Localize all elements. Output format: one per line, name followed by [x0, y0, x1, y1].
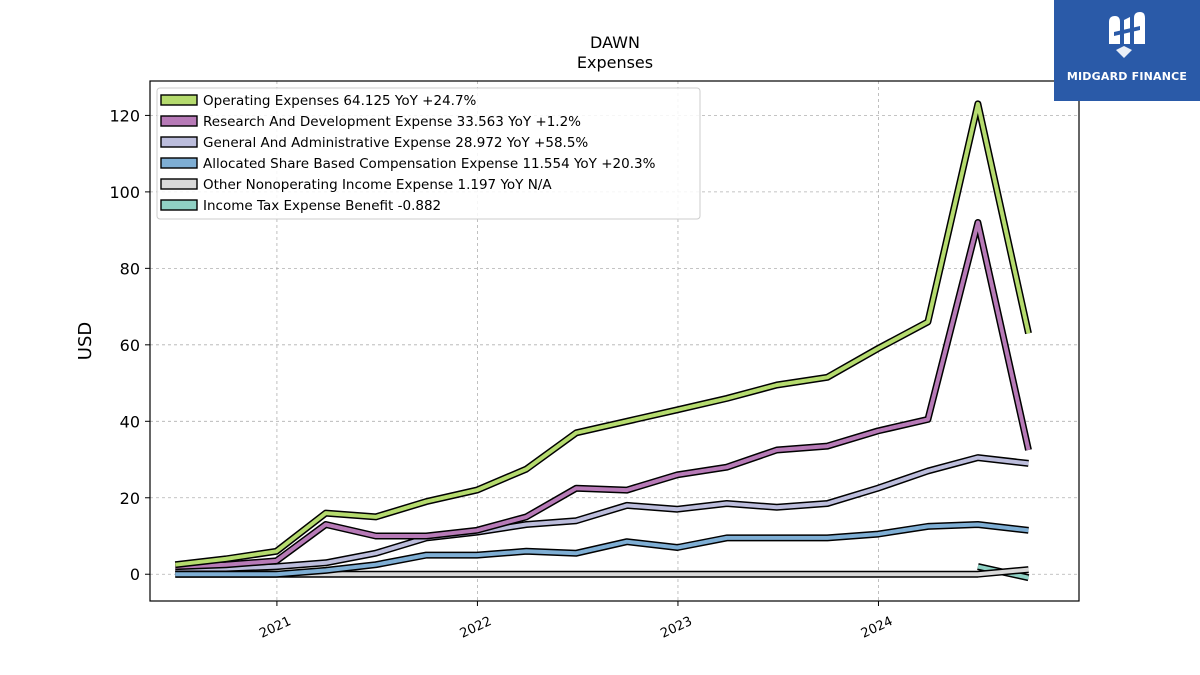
legend-swatch [160, 157, 198, 169]
y-tick-label: 60 [120, 336, 140, 355]
y-tick-label: 120 [109, 106, 140, 125]
legend-label: Research And Development Expense 33.563 … [203, 114, 581, 130]
axes: 0 20 40 60 80 100 120 2021 2022 2023 2024 [109, 106, 895, 641]
legend-box [156, 87, 701, 220]
legend: Operating Expenses 64.125 YoY +24.7% Rese… [156, 87, 701, 220]
x-tick-label: 2021 [257, 614, 293, 642]
y-tick-label: 80 [120, 259, 140, 278]
legend-swatch [160, 136, 198, 148]
plot-frame [149, 80, 1080, 602]
y-tick-label: 0 [130, 565, 140, 584]
legend-label: Income Tax Expense Benefit -0.882 [203, 198, 441, 214]
y-tick-label: 40 [120, 412, 140, 431]
legend-swatch [160, 178, 198, 190]
legend-label: Allocated Share Based Compensation Expen… [203, 156, 656, 172]
legend-label: General And Administrative Expense 28.97… [203, 135, 588, 151]
x-tick-label: 2024 [859, 614, 895, 642]
series-line [175, 101, 1031, 567]
series-line [175, 455, 1029, 571]
series-line [175, 220, 1031, 569]
y-axis-label: USD [75, 322, 96, 360]
legend-label: Operating Expenses 64.125 YoY +24.7% [203, 93, 477, 109]
x-tick-label: 2022 [458, 614, 494, 642]
legend-swatch [160, 94, 198, 106]
y-tick-label: 20 [120, 489, 140, 508]
chart-title: DAWN [590, 33, 640, 52]
midgard-logo: MIDGARD FINANCE [1054, 0, 1200, 101]
series-lines [174, 100, 1032, 582]
y-tick-label: 100 [109, 183, 140, 202]
midgard-logo-icon [1109, 12, 1145, 58]
chart-subtitle: Expenses [577, 53, 653, 72]
logo-text: MIDGARD FINANCE [1066, 70, 1188, 83]
legend-label: Other Nonoperating Income Expense 1.197 … [203, 177, 552, 193]
legend-swatch [160, 115, 198, 127]
series-line [175, 522, 1029, 577]
legend-swatch [160, 199, 198, 211]
x-tick-label: 2023 [658, 614, 694, 642]
